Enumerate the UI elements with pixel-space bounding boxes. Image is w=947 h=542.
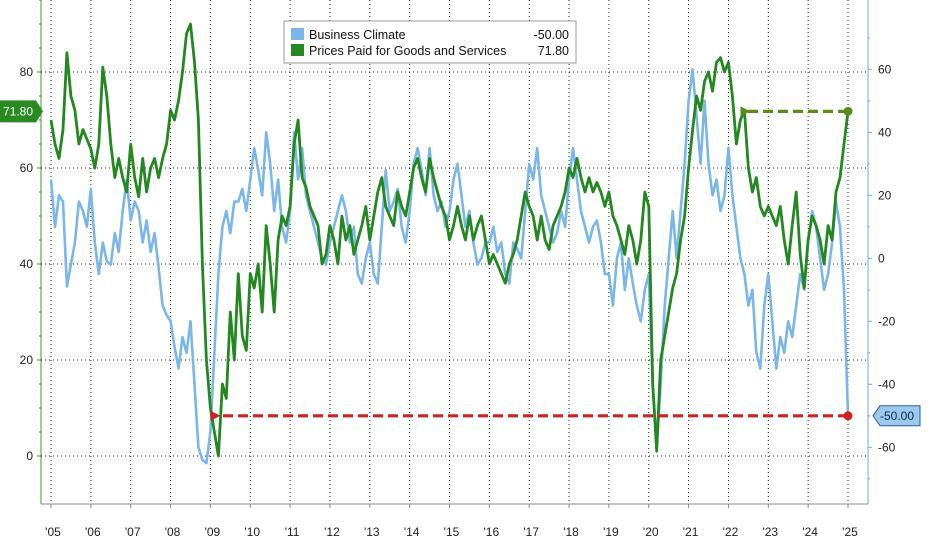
legend-box	[283, 20, 577, 64]
x-tick-label: '24	[802, 525, 818, 539]
x-tick-label: '13	[364, 525, 380, 539]
left-tick-label: 20	[20, 353, 34, 367]
legend-swatch-prices-paid	[291, 44, 304, 56]
legend: Business Climate -50.00 Prices Paid for …	[283, 20, 577, 64]
x-tick-label: '07	[125, 525, 141, 539]
right-tick-label: 60	[878, 62, 892, 76]
annotations	[210, 106, 853, 421]
endpoint-dot-prices-paid	[843, 106, 853, 116]
x-tick-label: '18	[563, 525, 579, 539]
left-tick-label: 60	[20, 161, 34, 175]
x-tick-label: '11	[285, 525, 300, 539]
legend-label-business-climate: Business Climate	[309, 28, 406, 42]
legend-value-prices-paid: 71.80	[538, 44, 569, 58]
x-tick-label: '06	[85, 525, 101, 539]
badge-prices-paid: 71.80	[0, 100, 43, 123]
badge-business-climate-shape	[872, 405, 921, 427]
x-tick-label: '05	[45, 525, 61, 539]
x-tick-label: '20	[643, 525, 659, 539]
x-tick-label: '17	[523, 525, 539, 539]
x-tick-label: '15	[444, 525, 460, 539]
x-tick-label: '19	[603, 525, 619, 539]
legend-value-business-climate: -50.00	[534, 28, 569, 42]
right-tick-label: 40	[878, 125, 892, 139]
legend-label-prices-paid: Prices Paid for Goods and Services	[309, 44, 506, 58]
right-tick-label: -60	[878, 440, 896, 454]
x-tick-label: '10	[244, 525, 260, 539]
right-tick-label: 0	[878, 251, 885, 265]
x-tick-label: '09	[205, 525, 221, 539]
axes: 0 20 40 60 80 -60 -40 -20 0 20 40 60 '05 '06 '07 '08 '09…	[20, 0, 896, 539]
plot-area	[41, 0, 868, 504]
left-tick-label: 40	[20, 257, 34, 271]
right-tick-label: -40	[878, 377, 896, 391]
series-line-business-climate	[49, 68, 850, 465]
x-tick-label: '12	[324, 525, 340, 539]
x-tick-label: '14	[404, 525, 420, 539]
badge-prices-paid-label: 71.80	[3, 104, 33, 118]
series-line-prices-paid	[49, 22, 850, 458]
x-tick-label: '21	[683, 525, 699, 539]
badge-prices-paid-shape	[0, 100, 43, 123]
right-tick-label: -20	[878, 314, 896, 328]
endpoint-dot-business-climate	[843, 411, 853, 421]
left-tick-label: 0	[26, 449, 33, 463]
x-tick-label: '22	[723, 525, 739, 539]
x-tick-label: '08	[165, 525, 181, 539]
grid	[41, 0, 868, 504]
badge-business-climate: -50.00	[872, 405, 921, 427]
legend-swatch-business-climate	[291, 28, 304, 40]
left-tick-label: 80	[20, 65, 34, 79]
x-tick-label: '16	[484, 525, 500, 539]
badge-business-climate-label: -50.00	[880, 409, 914, 423]
x-tick-label: '25	[842, 525, 858, 539]
x-tick-label: '23	[762, 525, 778, 539]
right-tick-label: 20	[878, 188, 892, 202]
series	[49, 22, 850, 465]
